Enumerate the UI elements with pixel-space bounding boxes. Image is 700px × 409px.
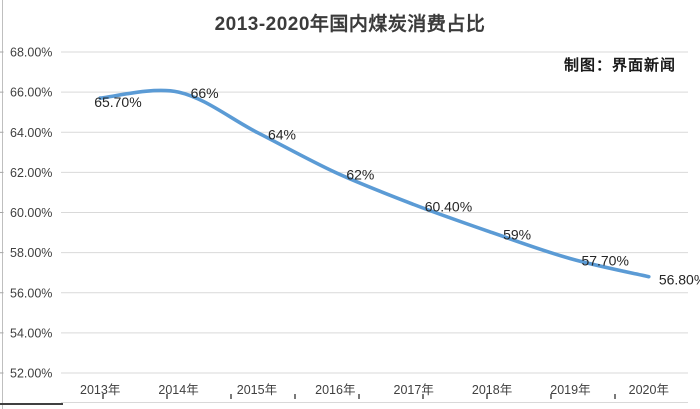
y-axis-label: 64.00% bbox=[10, 126, 52, 140]
y-axis-label: 60.00% bbox=[10, 206, 52, 220]
x-axis-label: 2019年 bbox=[550, 383, 590, 397]
data-point-label: 66% bbox=[191, 85, 219, 101]
y-axis-label: 52.00% bbox=[10, 367, 52, 381]
data-point-label: 57.70% bbox=[581, 253, 628, 269]
data-point-label: 64% bbox=[268, 126, 296, 142]
data-point-label: 60.40% bbox=[425, 198, 472, 214]
x-axis-label: 2015年 bbox=[237, 383, 277, 397]
y-axis-label: 54.00% bbox=[10, 326, 52, 340]
y-axis-label: 62.00% bbox=[10, 166, 52, 180]
y-axis-label: 56.00% bbox=[10, 286, 52, 300]
chart-credit: 制图：界面新闻 bbox=[563, 58, 676, 74]
data-point-label: 62% bbox=[346, 166, 374, 182]
y-axis-label: 68.00% bbox=[10, 46, 52, 60]
x-axis-label: 2018年 bbox=[472, 383, 512, 397]
y-axis-label: 66.00% bbox=[10, 86, 52, 100]
data-point-label: 59% bbox=[503, 227, 531, 243]
data-series-line bbox=[98, 88, 651, 279]
x-axis-label: 2020年 bbox=[629, 383, 669, 397]
x-axis-label: 2013年 bbox=[80, 383, 120, 397]
x-axis-label: 2017年 bbox=[394, 383, 434, 397]
x-axis-label: 2014年 bbox=[158, 383, 198, 397]
chart-title: 2013-2020年国内煤炭消费占比 bbox=[214, 14, 486, 35]
y-axis-label: 58.00% bbox=[10, 246, 52, 260]
data-point-label: 56.80% bbox=[659, 272, 700, 288]
data-point-label: 65.70% bbox=[94, 94, 141, 110]
x-axis-label: 2016年 bbox=[315, 383, 355, 397]
